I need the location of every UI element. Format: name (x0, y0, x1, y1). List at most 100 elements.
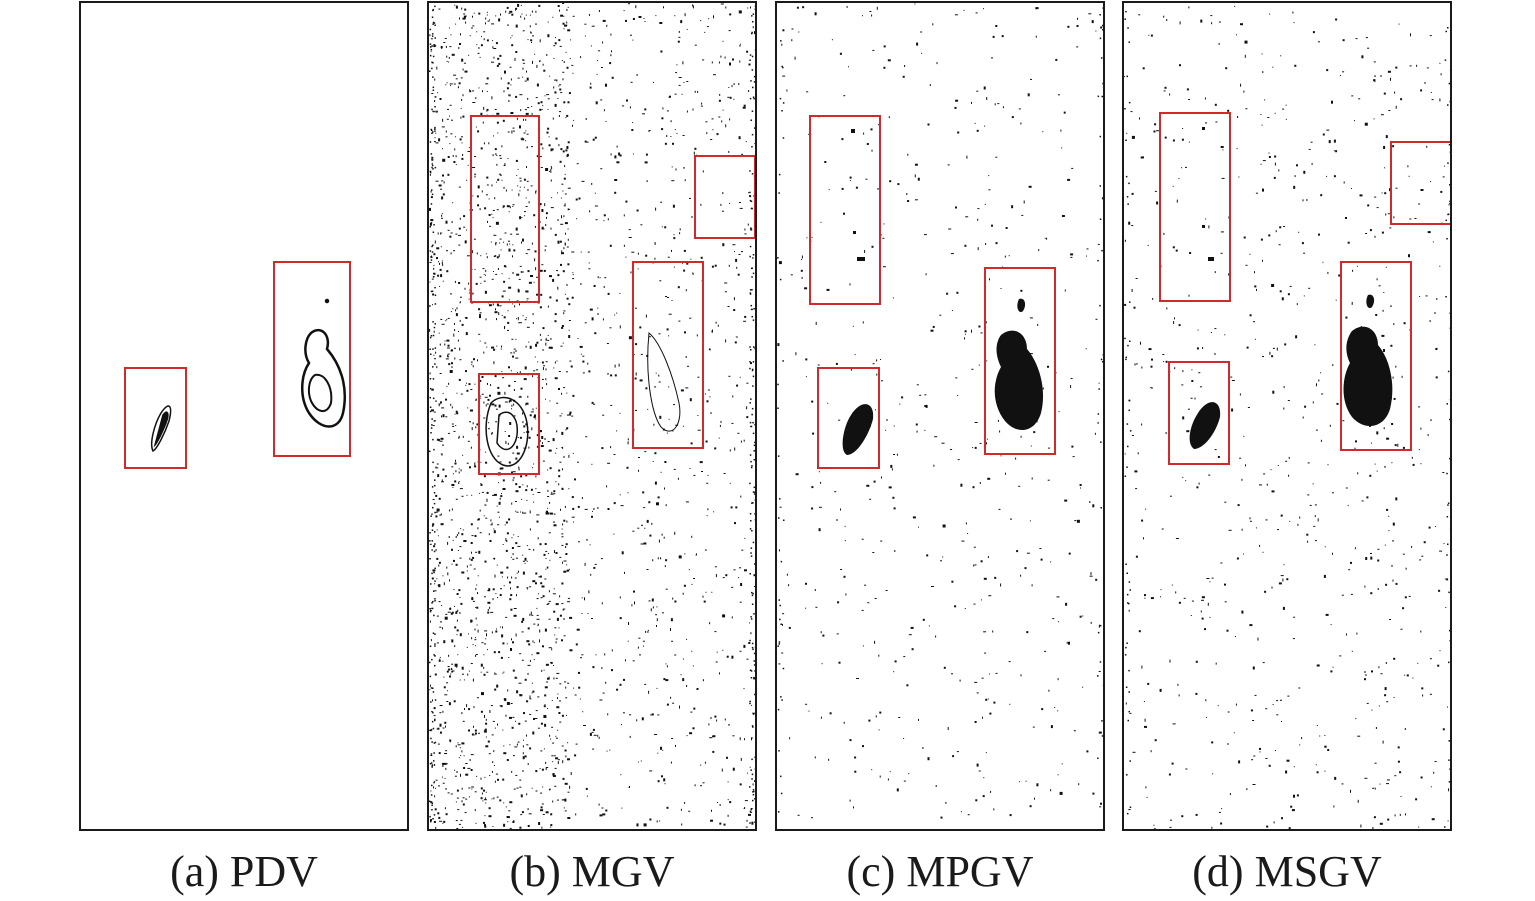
noise-speck (510, 37, 512, 39)
noise-speck (554, 550, 555, 554)
noise-speck (524, 211, 526, 213)
noise-speck (492, 303, 494, 306)
noise-speck (481, 376, 484, 378)
noise-speck (523, 432, 525, 434)
noise-speck (550, 171, 552, 173)
noise-speck (563, 807, 565, 809)
noise-speck (732, 767, 735, 771)
noise-speck (1287, 293, 1290, 296)
noise-speck (494, 375, 497, 378)
noise-speck (593, 508, 595, 510)
noise-speck (445, 45, 447, 48)
noise-speck (457, 339, 459, 342)
noise-speck (480, 797, 483, 800)
noise-speck (727, 96, 730, 98)
noise-speck (478, 12, 481, 15)
noise-speck (525, 404, 527, 406)
noise-speck (1283, 226, 1286, 227)
noise-speck (755, 211, 757, 213)
noise-speck (1196, 347, 1199, 350)
noise-speck (552, 117, 554, 120)
noise-speck (1437, 664, 1440, 667)
noise-speck (456, 634, 458, 636)
noise-speck (483, 401, 485, 404)
noise-speck (657, 752, 659, 754)
noise-speck (510, 78, 512, 81)
noise-speck (435, 142, 439, 144)
noise-speck (1336, 402, 1339, 405)
noise-speck (434, 37, 436, 39)
noise-speck (660, 201, 663, 203)
noise-speck (541, 436, 544, 439)
noise-speck (434, 78, 436, 81)
noise-speck (435, 132, 437, 134)
noise-speck (487, 608, 489, 611)
noise-speck (431, 424, 433, 426)
noise-speck (563, 456, 565, 458)
noise-speck (1147, 244, 1149, 246)
noise-speck (500, 348, 502, 350)
noise-speck (1446, 554, 1448, 556)
noise-speck (779, 506, 782, 508)
noise-speck (432, 321, 434, 323)
noise-speck (1265, 758, 1268, 759)
noise-speck (590, 82, 592, 85)
noise-speck (1065, 602, 1068, 606)
noise-speck (1174, 367, 1176, 370)
noise-speck (654, 481, 657, 485)
noise-speck (1036, 7, 1039, 10)
noise-speck (506, 643, 508, 645)
noise-speck (750, 808, 753, 811)
noise-speck (564, 222, 568, 225)
noise-speck (574, 478, 576, 481)
noise-speck (466, 565, 468, 568)
noise-speck (600, 558, 603, 560)
noise-speck (838, 661, 841, 664)
noise-speck (788, 626, 791, 629)
noise-speck (573, 687, 575, 689)
noise-speck (1261, 124, 1263, 126)
noise-speck (1299, 516, 1301, 519)
noise-speck (430, 737, 432, 740)
noise-speck (475, 645, 477, 647)
noise-speck (749, 255, 751, 258)
noise-speck (434, 96, 437, 98)
noise-speck (522, 770, 524, 772)
noise-speck (1449, 457, 1450, 460)
noise-speck (525, 423, 528, 426)
noise-speck (1129, 589, 1131, 591)
noise-speck (1449, 640, 1450, 642)
noise-speck (432, 231, 435, 233)
noise-speck (544, 245, 547, 247)
noise-speck (435, 779, 438, 781)
noise-speck (1394, 775, 1397, 777)
noise-speck (1370, 553, 1372, 554)
noise-speck (507, 158, 509, 159)
noise-speck (753, 652, 755, 655)
noise-speck (668, 386, 670, 388)
noise-speck (1283, 386, 1285, 389)
noise-speck (529, 14, 531, 16)
noise-speck (479, 315, 481, 319)
noise-speck (1350, 789, 1351, 793)
noise-speck (725, 6, 727, 9)
noise-speck (831, 39, 833, 41)
noise-speck (780, 775, 782, 778)
noise-speck (461, 98, 463, 101)
noise-speck (525, 489, 528, 492)
noise-speck (871, 149, 873, 152)
noise-speck (545, 761, 547, 764)
noise-speck (1430, 786, 1432, 788)
noise-speck (508, 366, 510, 369)
noise-speck (917, 177, 920, 181)
noise-speck (1374, 463, 1376, 465)
noise-speck (646, 569, 649, 570)
noise-speck (849, 799, 851, 802)
noise-speck (610, 446, 612, 449)
noise-speck (782, 623, 783, 626)
noise-speck (487, 740, 490, 743)
noise-speck (705, 591, 707, 593)
noise-speck (644, 451, 647, 453)
noise-speck (547, 21, 549, 23)
noise-speck (1198, 482, 1200, 485)
